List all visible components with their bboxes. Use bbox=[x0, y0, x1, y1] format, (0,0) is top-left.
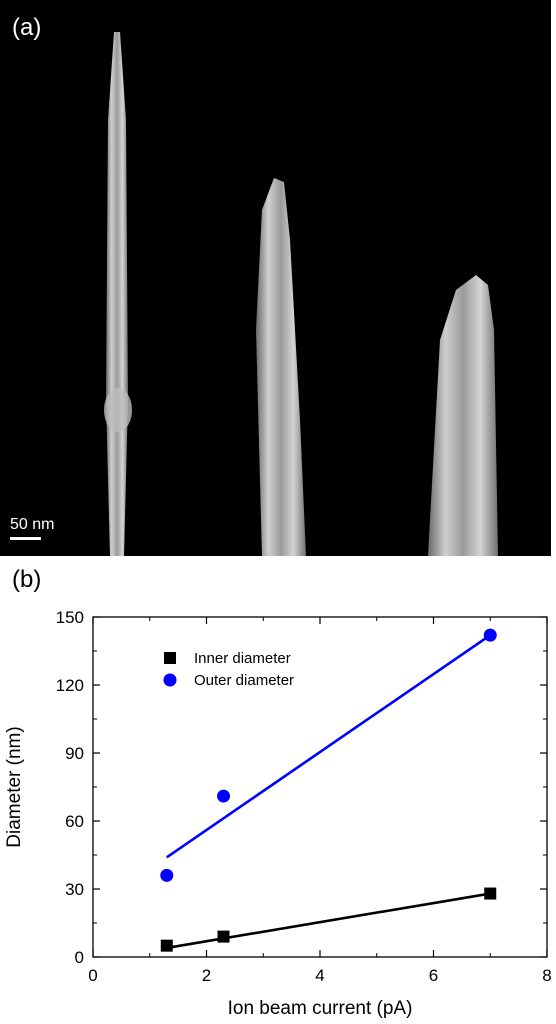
legend-marker-square bbox=[164, 652, 176, 664]
scale-bar bbox=[10, 537, 41, 540]
tem-image-panel bbox=[0, 0, 551, 556]
x-tick-label: 8 bbox=[542, 966, 551, 985]
x-axis-title: Ion beam current (pA) bbox=[228, 998, 413, 1019]
scale-bar-label: 50 nm bbox=[10, 516, 55, 533]
y-tick-label: 90 bbox=[65, 744, 84, 763]
nanotube-medium bbox=[256, 178, 306, 556]
outer-diameter-point bbox=[217, 789, 231, 803]
data-points bbox=[160, 628, 497, 952]
inner-diameter-point bbox=[160, 939, 173, 952]
x-tick-label: 2 bbox=[202, 966, 211, 985]
y-tick-label: 30 bbox=[65, 880, 84, 899]
outer-diameter-point bbox=[483, 628, 497, 642]
x-tick-label: 6 bbox=[429, 966, 438, 985]
legend-label: Inner diameter bbox=[194, 650, 291, 667]
x-tick-label: 0 bbox=[88, 966, 97, 985]
outer-diameter-point bbox=[160, 868, 174, 882]
y-tick-label: 60 bbox=[65, 812, 84, 831]
fit-line-square bbox=[166, 892, 491, 950]
panel-label-b: (b) bbox=[12, 566, 42, 593]
y-axis-ticks: 0 30 60 90 120 150 bbox=[56, 608, 547, 967]
legend-marker-circle bbox=[163, 673, 177, 687]
nanotube-thick bbox=[428, 275, 498, 556]
legend-label: Outer diameter bbox=[194, 672, 294, 689]
panel-label-a: (a) bbox=[12, 14, 42, 41]
x-tick-label: 4 bbox=[315, 966, 324, 985]
y-axis-title: Diameter (nm) bbox=[4, 726, 25, 847]
y-tick-label: 120 bbox=[56, 676, 84, 695]
legend: Inner diameter Outer diameter bbox=[163, 650, 294, 689]
inner-diameter-point bbox=[217, 930, 230, 943]
fit-line-circle bbox=[166, 634, 491, 859]
x-axis-ticks: 0 2 4 6 8 bbox=[88, 617, 552, 985]
y-tick-label: 0 bbox=[75, 948, 84, 967]
diameter-chart: 0 2 4 6 8 0 30 60 90 120 150 Inner diameter Outer … bbox=[4, 608, 552, 1019]
plot-frame bbox=[92, 616, 548, 958]
y-tick-label: 150 bbox=[56, 608, 84, 627]
nanotube-micrograph bbox=[104, 32, 498, 556]
nanotube-thin bbox=[106, 32, 128, 556]
inner-diameter-point bbox=[484, 887, 497, 900]
